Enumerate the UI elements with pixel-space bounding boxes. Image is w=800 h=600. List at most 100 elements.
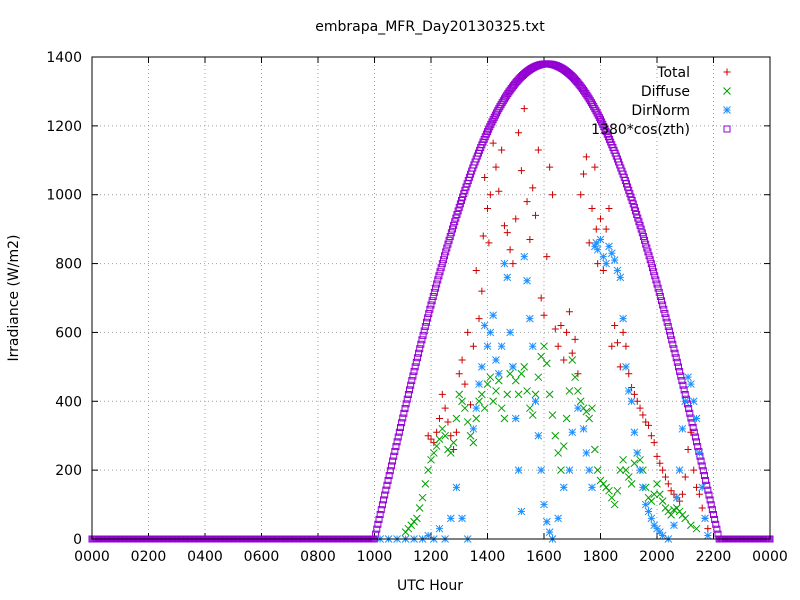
- clear-sky-point: [653, 280, 661, 288]
- diffuse-point: [514, 390, 523, 399]
- clear-sky-point: [453, 210, 461, 218]
- diffuse-point: [619, 455, 627, 464]
- clear-sky-point: [420, 327, 428, 335]
- total-point: [548, 191, 556, 199]
- clear-sky-point: [642, 240, 650, 248]
- series-star: [376, 235, 712, 543]
- clear-sky-point: [422, 318, 430, 326]
- clear-sky-point: [630, 203, 638, 211]
- x-tick-label: 0200: [131, 549, 167, 565]
- y-tick-label: 800: [55, 257, 82, 273]
- total-point: [661, 473, 669, 481]
- clear-sky-point: [655, 288, 663, 296]
- total-point: [486, 191, 494, 199]
- total-point: [444, 418, 452, 426]
- diffuse-point: [531, 390, 540, 399]
- total-point: [653, 452, 661, 460]
- diffuse-point: [506, 369, 514, 378]
- clear-sky-point: [594, 111, 602, 119]
- clear-sky-point: [442, 248, 450, 256]
- diffuse-point: [520, 363, 529, 371]
- dirnorm-point: [658, 531, 667, 540]
- diffuse-point: [475, 397, 483, 406]
- clear-sky-point: [383, 481, 391, 489]
- dirnorm-point: [469, 424, 478, 433]
- dirnorm-point: [489, 311, 498, 320]
- clear-sky-point: [671, 349, 679, 357]
- clear-sky-point: [381, 491, 389, 499]
- total-point: [591, 163, 599, 171]
- clear-sky-point: [395, 428, 403, 436]
- x-tick-label: 2200: [696, 549, 732, 565]
- dirnorm-point: [585, 466, 594, 474]
- diffuse-point: [593, 466, 602, 474]
- x-tick-label: 1800: [583, 549, 619, 565]
- dirnorm-point: [520, 252, 529, 261]
- legend-label: Diffuse: [641, 84, 690, 100]
- clear-sky-point: [398, 419, 406, 427]
- total-point: [681, 473, 689, 481]
- diffuse-point: [497, 404, 506, 413]
- dirnorm-point: [486, 328, 495, 337]
- clear-sky-point: [389, 457, 397, 465]
- clear-sky-point: [446, 233, 454, 241]
- clear-sky-point: [436, 268, 444, 276]
- clear-sky-point: [648, 264, 656, 272]
- dirnorm-point: [588, 483, 596, 492]
- total-point: [625, 370, 633, 378]
- clear-sky-point: [396, 423, 404, 431]
- diffuse-point: [413, 514, 421, 523]
- total-point: [452, 428, 460, 436]
- x-tick-label: 2000: [639, 549, 675, 565]
- clear-sky-point: [661, 310, 669, 318]
- clear-sky-point: [673, 358, 681, 366]
- diffuse-point: [424, 466, 433, 474]
- dirnorm-point: [528, 342, 537, 351]
- clear-sky-point: [454, 207, 462, 215]
- dirnorm-point: [681, 397, 690, 406]
- total-point: [461, 380, 469, 388]
- clear-sky-point: [693, 438, 701, 446]
- dirnorm-point: [452, 483, 461, 492]
- clear-sky-point: [595, 113, 603, 121]
- total-point: [577, 191, 585, 199]
- total-point: [695, 490, 703, 498]
- diffuse-point: [477, 390, 486, 399]
- clear-sky-point: [668, 336, 676, 344]
- diffuse-point: [427, 455, 435, 464]
- diffuse-point: [511, 376, 520, 385]
- clear-sky-point: [400, 409, 408, 417]
- dirnorm-point: [599, 252, 608, 261]
- diffuse-point: [687, 521, 695, 530]
- dirnorm-point: [531, 397, 540, 406]
- total-point: [543, 253, 551, 261]
- dirnorm-point: [472, 404, 481, 413]
- dirnorm-point: [424, 531, 433, 540]
- clear-sky-point: [451, 218, 459, 226]
- total-point: [645, 421, 653, 429]
- total-point: [495, 187, 503, 195]
- clear-sky-point: [445, 236, 453, 244]
- total-point: [475, 315, 483, 323]
- y-tick-label: 600: [55, 325, 82, 341]
- diffuse-point: [613, 486, 622, 495]
- diffuse-point: [500, 414, 509, 423]
- clear-sky-point: [392, 443, 400, 451]
- clear-sky-point: [444, 240, 452, 248]
- total-point: [492, 163, 500, 171]
- dirnorm-point: [526, 314, 534, 323]
- dirnorm-point: [579, 424, 588, 433]
- clear-sky-point: [407, 381, 415, 389]
- total-point: [659, 466, 667, 474]
- clear-sky-point: [597, 116, 604, 124]
- clear-sky-point: [419, 331, 427, 339]
- total-point: [551, 325, 559, 333]
- x-tick-label: 0000: [752, 549, 788, 565]
- total-point: [650, 439, 658, 447]
- diffuse-point: [461, 404, 469, 413]
- diffuse-point: [647, 497, 656, 505]
- diffuse-point: [526, 404, 534, 413]
- clear-sky-point: [669, 340, 677, 348]
- clear-sky-point: [695, 447, 703, 455]
- total-point: [546, 163, 554, 171]
